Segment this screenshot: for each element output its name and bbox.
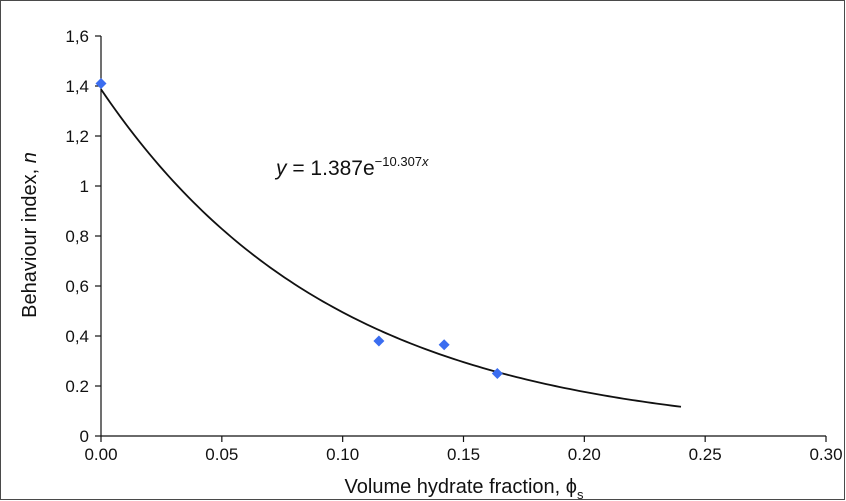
y-axis-title-text: Behaviour index, xyxy=(19,163,41,318)
equation-exponent-var: x xyxy=(421,154,429,169)
y-tick-label: 1 xyxy=(80,177,89,196)
x-tick-label: 0.00 xyxy=(84,445,117,464)
x-axis-title-text: Volume hydrate fraction, xyxy=(345,476,566,498)
y-tick-label: 1,2 xyxy=(65,127,89,146)
equation-body: = 1.387e xyxy=(287,157,375,180)
data-points xyxy=(95,78,503,379)
x-axis-title-symbol: ϕ xyxy=(566,476,577,498)
y-tick-label: 0.2 xyxy=(65,377,89,396)
fit-curve xyxy=(100,88,682,408)
x-ticks: 0.00 0.05 0.10 0.15 0.20 0.25 0.30 xyxy=(84,436,843,464)
y-axis-title-var: n xyxy=(19,152,41,163)
fit-layer xyxy=(100,88,682,408)
equation-y: y xyxy=(274,157,288,180)
x-tick-label: 0.20 xyxy=(568,445,601,464)
y-tick-label: 1,4 xyxy=(65,77,89,96)
x-axis-title-sub: s xyxy=(577,487,584,501)
x-tick-label: 0.15 xyxy=(447,445,480,464)
fit-equation: y = 1.387e−10.307x xyxy=(274,154,429,180)
y-ticks: 0 0.2 0,4 0,6 0,8 1 1,2 1,4 1,6 xyxy=(65,27,101,446)
y-axis-title: Behaviour index, n xyxy=(19,152,41,318)
x-tick-label: 0.30 xyxy=(809,445,842,464)
x-tick-label: 0.25 xyxy=(689,445,722,464)
y-tick-label: 1,6 xyxy=(65,27,89,46)
axes xyxy=(100,36,826,437)
data-point xyxy=(95,78,107,89)
data-point xyxy=(438,339,450,351)
data-point xyxy=(491,368,503,379)
y-tick-label: 0,8 xyxy=(65,227,89,246)
data-point xyxy=(373,335,385,347)
y-tick-label: 0,6 xyxy=(65,277,89,296)
equation-exponent: −10.307 xyxy=(375,154,422,169)
y-tick-label: 0 xyxy=(80,427,89,446)
x-axis-title: Volume hydrate fraction, ϕs xyxy=(345,476,584,501)
x-tick-label: 0.10 xyxy=(326,445,359,464)
y-tick-label: 0,4 xyxy=(65,327,89,346)
x-tick-label: 0.05 xyxy=(205,445,238,464)
